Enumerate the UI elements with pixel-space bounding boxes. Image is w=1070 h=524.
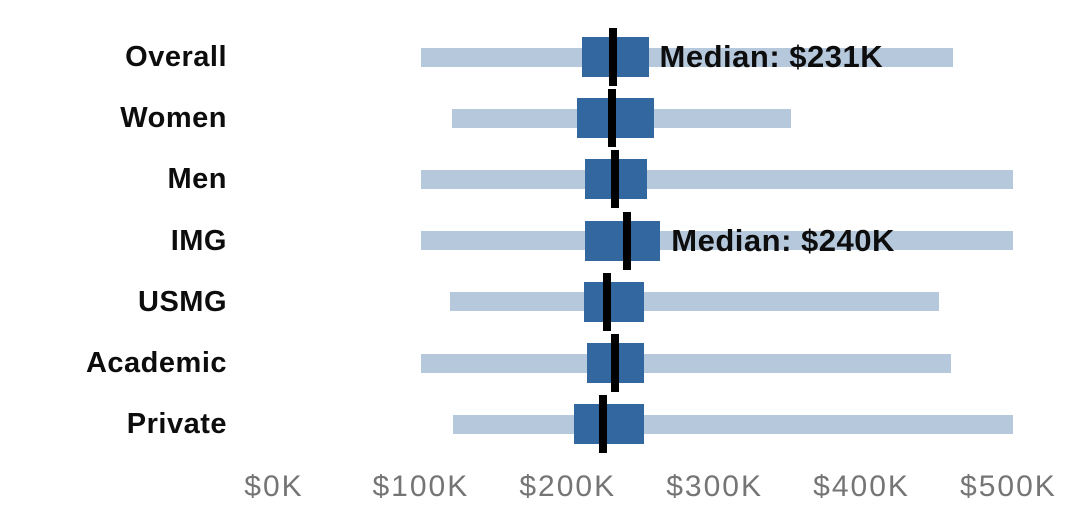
- range-bar-private: [453, 414, 1013, 434]
- x-axis-tick-0: $0K: [244, 470, 304, 503]
- x-axis-tick-400: $400K: [813, 470, 910, 503]
- category-label-women: Women: [120, 102, 227, 135]
- category-label-academic: Academic: [85, 347, 227, 379]
- median-line-women: [607, 89, 616, 148]
- x-axis-tick-200: $200K: [519, 470, 617, 503]
- median-annotation-img: Median: $240K: [671, 222, 895, 258]
- iqr-box-private: [573, 404, 645, 445]
- x-axis-tick-300: $300K: [666, 470, 763, 503]
- x-axis-tick-500: $500K: [960, 470, 1057, 503]
- category-label-img: IMG: [170, 224, 227, 257]
- range-bar-overall: [420, 47, 953, 67]
- range-bar-men: [420, 169, 1013, 189]
- category-label-overall: Overall: [125, 41, 227, 73]
- range-bar-img: [420, 231, 1013, 251]
- category-label-usmg: USMG: [138, 285, 227, 318]
- category-label-men: Men: [167, 163, 227, 196]
- median-line-private: [599, 395, 607, 454]
- x-axis-tick-100: $100K: [372, 470, 470, 503]
- median-line-img: [622, 211, 631, 270]
- range-bar-academic: [420, 353, 952, 373]
- median-annotation-overall: Median: $231K: [659, 39, 884, 74]
- iqr-box-usmg: [583, 281, 645, 322]
- category-label-private: Private: [126, 408, 227, 441]
- median-line-usmg: [603, 272, 612, 331]
- median-line-overall: [609, 28, 618, 86]
- median-line-men: [610, 150, 619, 209]
- median-line-academic: [610, 334, 619, 392]
- range-bar-usmg: [450, 292, 940, 312]
